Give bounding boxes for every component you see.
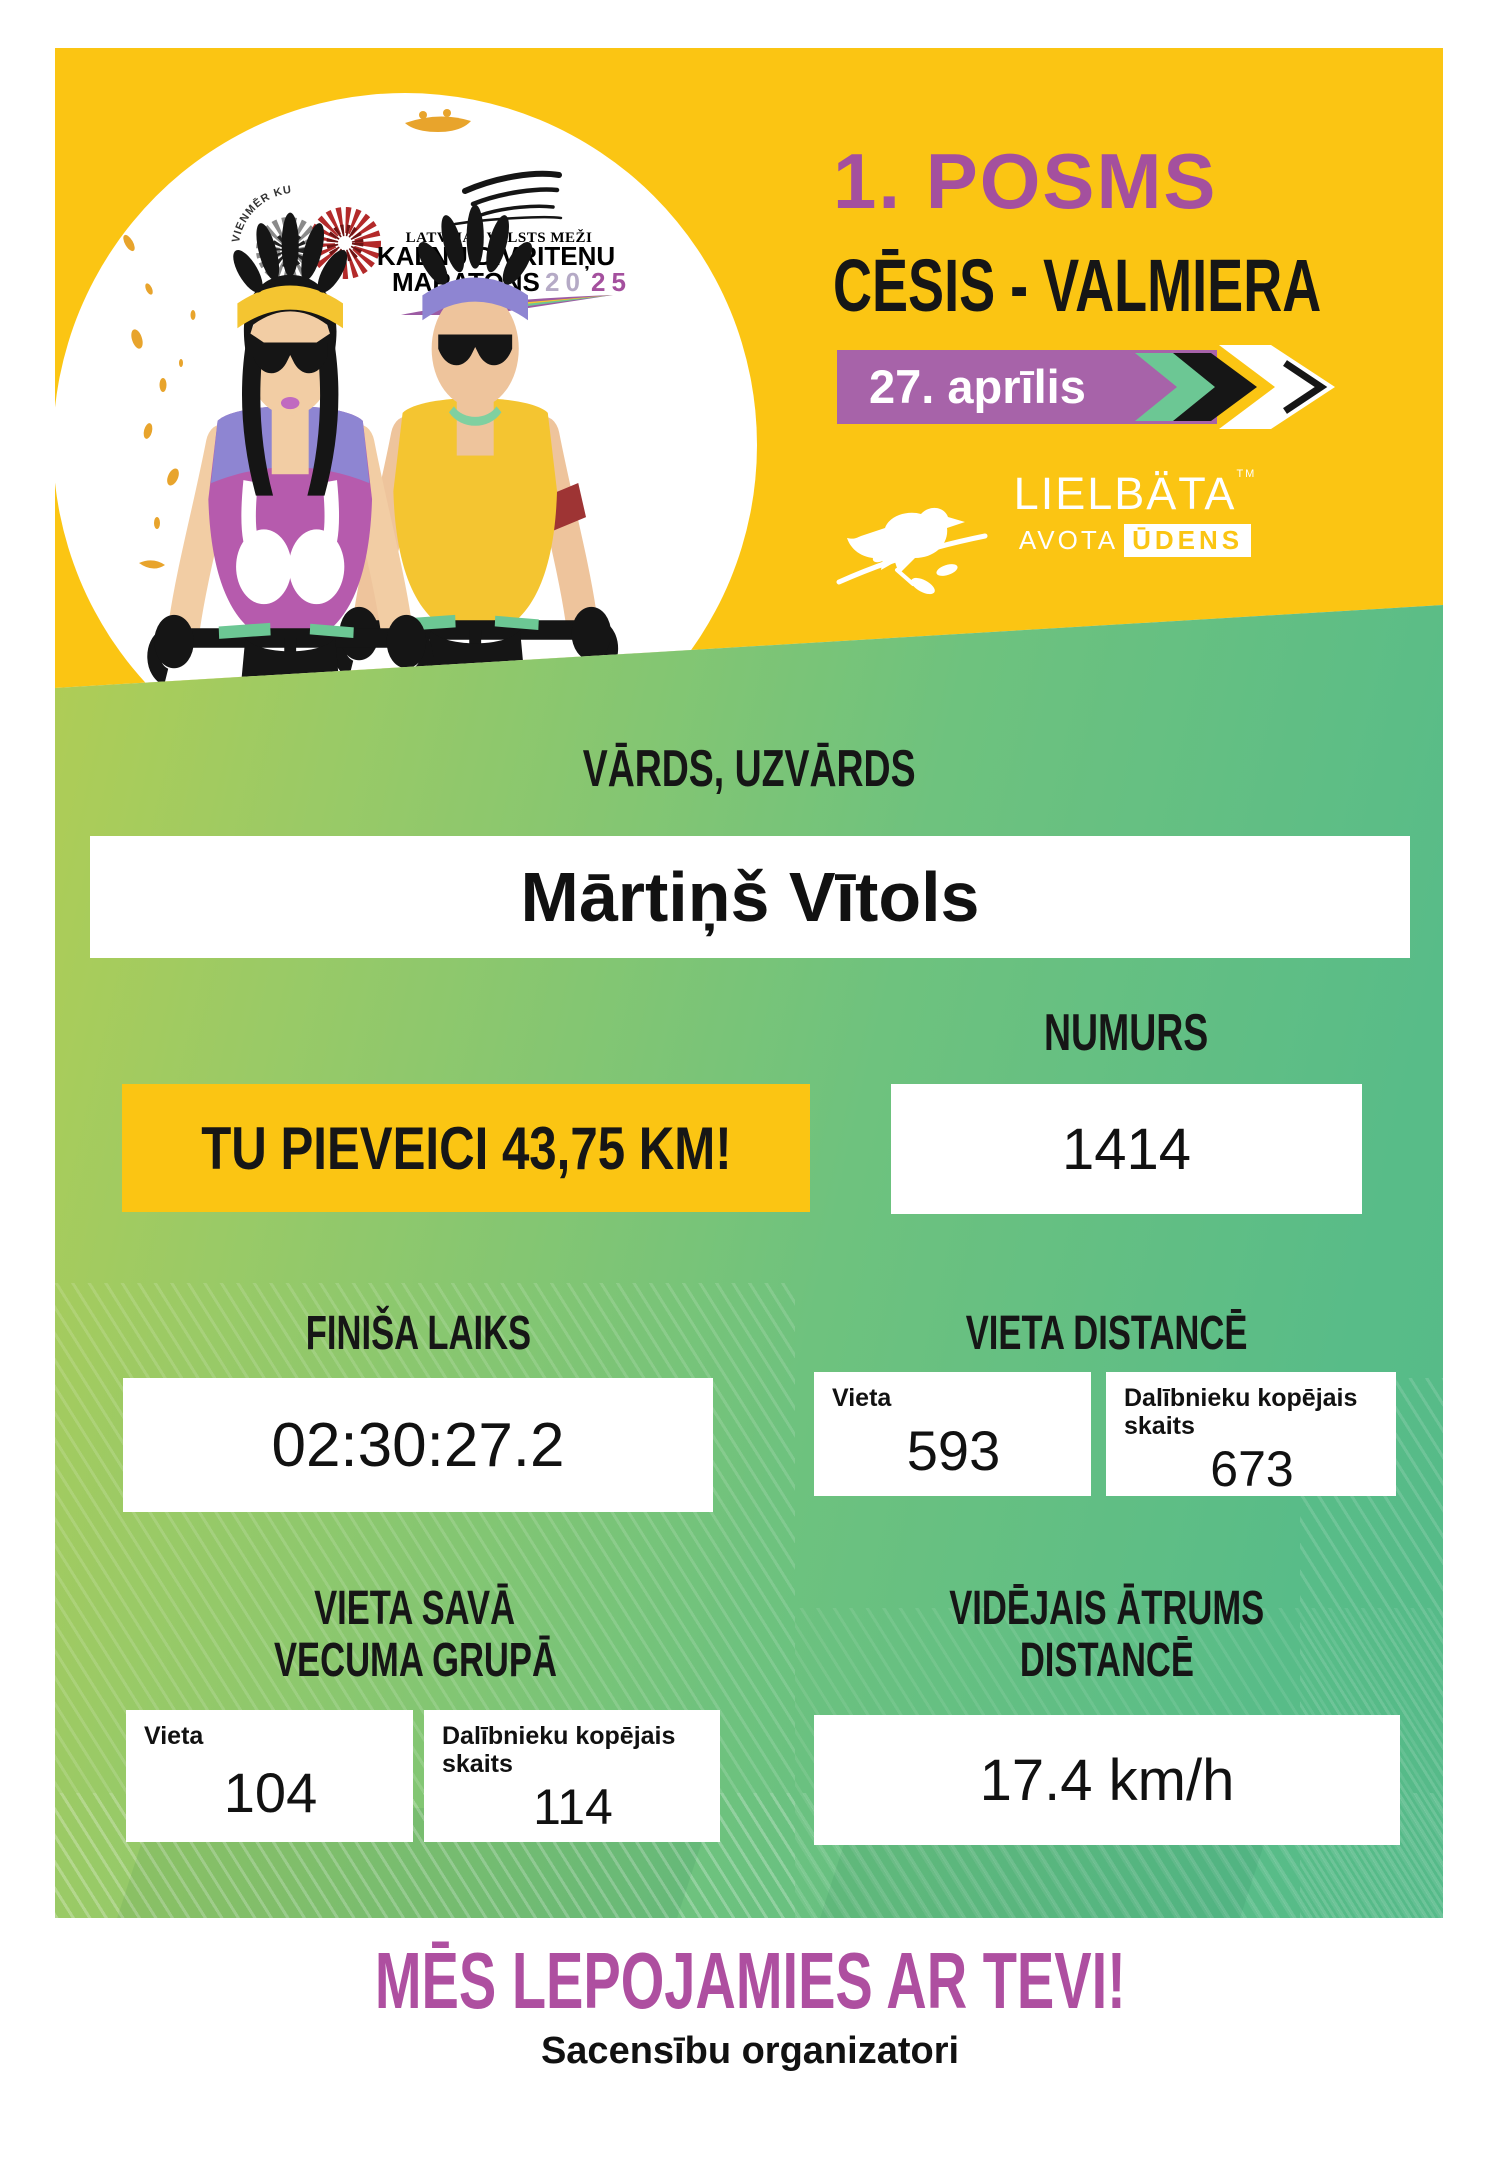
sponsor-brand: LIELBÄTATM — [1013, 468, 1257, 519]
green-background — [55, 605, 1443, 1918]
stage-title: 1. POSMS — [833, 137, 1218, 225]
place-section-label: VIETA DISTANCĒ — [966, 1307, 1248, 1360]
speed-section-label: VIDĒJAIS ĀTRUMS DISTANCĒ — [949, 1582, 1265, 1687]
number-field: 1414 — [891, 1084, 1362, 1214]
finish-time-value: 02:30:27.2 — [271, 1410, 565, 1480]
svg-text:VIENMĒR KUSTĪBĀ: VIENMĒR KUSTĪBĀ — [53, 93, 293, 244]
canoe-icon — [405, 116, 471, 132]
number-value: 1414 — [1061, 1116, 1192, 1182]
agegroup-participants-field: Dalībnieku kopējais skaits 114 — [424, 1710, 720, 1842]
paint-splatter-icon — [123, 109, 471, 569]
agegroup-place-value: 104 — [223, 1760, 318, 1824]
sponsor-sub-avota: AVOTA — [1018, 525, 1119, 555]
place-value: 593 — [906, 1418, 1001, 1482]
sponsor-sub-udens: ŪDENS — [1124, 524, 1252, 557]
route-title: CĒSIS - VALMIERA — [833, 244, 1322, 327]
tree-swoosh-icon — [453, 170, 563, 226]
distance-banner: TU PIEVEICI 43,75 KM! — [122, 1084, 810, 1212]
agegroup-section-label: VIETA SAVĀ VECUMA GRUPĀ — [273, 1582, 557, 1687]
finish-time-label: FINIŠA LAIKS — [305, 1307, 531, 1360]
footer-subline: Sacensību organizatori — [540, 2030, 960, 2072]
name-field: Mārtiņš Vītols — [90, 836, 1410, 958]
event-year-last: 25 — [591, 267, 632, 297]
agegroup-participants-label: Dalībnieku kopējais skaits — [442, 1722, 676, 1778]
name-value: Mārtiņš Vītols — [520, 858, 980, 936]
finish-time-field: 02:30:27.2 — [123, 1378, 713, 1512]
agegroup-place-field: Vieta 104 — [126, 1710, 413, 1842]
cyclist-female — [147, 212, 434, 688]
place-label: Vieta — [832, 1384, 892, 1412]
place-field: Vieta 593 — [814, 1372, 1091, 1496]
participants-value: 673 — [1210, 1441, 1294, 1497]
date-label: 27. aprīlis — [869, 360, 1086, 413]
event-year-first: 20 — [545, 267, 586, 297]
agegroup-place-label: Vieta — [144, 1722, 204, 1750]
participants-label: Dalībnieku kopējais skaits — [1124, 1384, 1358, 1440]
footer-headline: MĒS LEPOJAMIES AR TEVI! — [374, 1936, 1126, 2025]
name-section-label: VĀRDS, UZVĀRDS — [582, 740, 916, 798]
poster: VIENMĒR KUSTĪBĀ LATVIJAS VALSTS MEŽI KAL… — [55, 48, 1443, 1918]
agegroup-participants-value: 114 — [533, 1779, 613, 1835]
speed-field: 17.4 km/h — [814, 1715, 1400, 1845]
arrow-chevrons-icon — [1135, 345, 1335, 429]
speed-value: 17.4 km/h — [979, 1747, 1235, 1813]
trademark-mark: TM — [1236, 468, 1257, 480]
pinwheel-motto: VIENMĒR KUSTĪBĀ — [55, 93, 292, 244]
distance-banner-text: TU PIEVEICI 43,75 KM! — [200, 1114, 732, 1182]
number-section-label: NUMURS — [1044, 1004, 1209, 1062]
participants-field: Dalībnieku kopējais skaits 673 — [1106, 1372, 1396, 1497]
sponsor-logo: LIELBÄTATM AVOTA ŪDENS — [825, 468, 1285, 608]
bird-icon — [836, 507, 988, 595]
